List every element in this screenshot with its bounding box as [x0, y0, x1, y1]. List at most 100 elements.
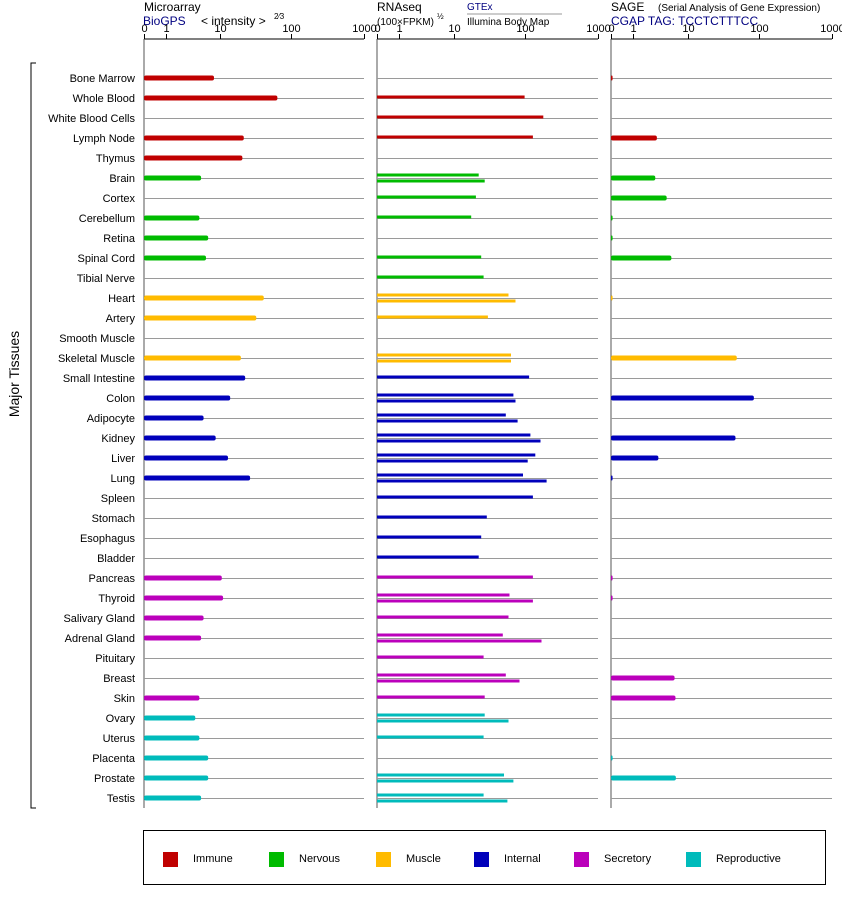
legend-swatch-reproductive: [686, 851, 701, 867]
rnaseq-bar-breast-1: [377, 673, 506, 677]
microarray-bar-placenta: [144, 755, 209, 761]
rnaseq-bar-salivary-gland: [377, 615, 509, 619]
sage-bar-spinal-cord: [611, 255, 672, 261]
sage-bar-colon: [611, 395, 754, 401]
sage-bar-placenta: [611, 755, 613, 761]
microarray-bar-ovary: [144, 715, 196, 721]
microarray-bar-adrenal-gland: [144, 635, 202, 641]
rnaseq-bar-small-intestine: [377, 375, 530, 379]
tissue-label-liver: Liver: [111, 453, 135, 465]
rnaseq-tick-label-1: 1: [396, 23, 402, 35]
rnaseq-bar-thyroid-1: [377, 593, 510, 597]
sage-title: SAGE: [611, 0, 644, 14]
legend-label-internal: Internal: [504, 853, 541, 865]
tissue-label-testis: Testis: [107, 793, 136, 805]
sage-bar-skin: [611, 695, 676, 701]
tissue-label-artery: Artery: [106, 313, 136, 325]
sage-tick-label-10: 10: [682, 23, 694, 35]
rnaseq-title: RNAseq: [377, 0, 422, 14]
major-tissues-label: Major Tissues: [6, 331, 22, 417]
legend-label-muscle: Muscle: [406, 853, 441, 865]
rnaseq-bar-brain-2: [377, 179, 485, 183]
rnaseq-bar-heart-2: [377, 299, 516, 303]
microarray-bar-heart: [144, 295, 264, 301]
rnaseq-bar-ovary-1: [377, 713, 485, 717]
legend-item-reproductive: Reproductive: [686, 850, 781, 868]
rnaseq-bar-skeletal-muscle-1: [377, 353, 511, 357]
microarray-bar-colon: [144, 395, 231, 401]
sage-bar-retina: [611, 235, 613, 241]
microarray-unit: < intensity >: [201, 14, 266, 28]
rnaseq-bar-brain-1: [377, 173, 479, 177]
microarray-bar-thyroid: [144, 595, 224, 601]
rnaseq-bar-whole-blood: [377, 95, 525, 99]
sage-bar-pancreas: [611, 575, 613, 581]
microarray-tick-label-1000: 1000: [352, 23, 376, 35]
legend-label-reproductive: Reproductive: [716, 853, 781, 865]
microarray-bar-small-intestine: [144, 375, 246, 381]
tissue-label-uterus: Uterus: [103, 733, 136, 745]
rnaseq-bar-esophagus: [377, 535, 482, 539]
rnaseq-bar-lymph-node: [377, 135, 533, 139]
rnaseq-bar-bladder: [377, 555, 479, 559]
tissue-label-smooth-muscle: Smooth Muscle: [59, 333, 135, 345]
legend-swatch-secretory: [574, 851, 589, 867]
tissue-label-small-intestine: Small Intestine: [63, 373, 135, 385]
tissue-label-kidney: Kidney: [101, 433, 135, 445]
legend-swatch-nervous: [269, 851, 284, 867]
tissue-label-colon: Colon: [106, 393, 135, 405]
sage-subtitle: (Serial Analysis of Gene Expression): [658, 3, 820, 14]
tissue-label-stomach: Stomach: [92, 513, 135, 525]
sage-tick-label-0: 0: [608, 23, 614, 35]
rnaseq-bar-artery: [377, 315, 488, 319]
rnaseq-bar-prostate-2: [377, 779, 514, 783]
legend-label-nervous: Nervous: [299, 853, 340, 865]
rnaseq-bar-thyroid-2: [377, 599, 533, 603]
biogps-link[interactable]: BioGPS: [143, 14, 186, 28]
microarray-bar-cerebellum: [144, 215, 200, 221]
sage-bar-liver: [611, 455, 659, 461]
rnaseq-bar-adrenal-gland-2: [377, 639, 542, 643]
microarray-bar-salivary-gland: [144, 615, 204, 621]
legend-item-immune: Immune: [163, 850, 233, 868]
rnaseq-bar-colon-2: [377, 399, 516, 403]
rnaseq-bar-liver-2: [377, 459, 528, 463]
sage-tick-label-1: 1: [630, 23, 636, 35]
microarray-bar-kidney: [144, 435, 216, 441]
microarray-bar-whole-blood: [144, 95, 278, 101]
microarray-tick-label-100: 100: [282, 23, 300, 35]
tissue-label-esophagus: Esophagus: [80, 533, 136, 545]
sage-bar-heart: [611, 295, 613, 301]
rnaseq-bar-skeletal-muscle-2: [377, 359, 511, 363]
tissue-label-skeletal-muscle: Skeletal Muscle: [58, 353, 135, 365]
rnaseq-bar-testis-1: [377, 793, 484, 797]
tissue-label-retina: Retina: [103, 233, 136, 245]
microarray-bar-adipocyte: [144, 415, 204, 421]
tissue-label-lymph-node: Lymph Node: [73, 133, 135, 145]
rnaseq-bar-spinal-cord: [377, 255, 482, 259]
rnaseq-unit: (100×FPKM): [377, 17, 434, 28]
sage-bar-skeletal-muscle: [611, 355, 737, 361]
rnaseq-bar-pancreas: [377, 575, 533, 579]
tissue-label-tibial-nerve: Tibial Nerve: [77, 273, 135, 285]
sage-bar-cerebellum: [611, 215, 613, 221]
rnaseq-bar-spleen: [377, 495, 533, 499]
legend-item-secretory: Secretory: [574, 850, 651, 868]
tissue-label-skin: Skin: [114, 693, 135, 705]
tissue-label-placenta: Placenta: [92, 753, 136, 765]
tissue-label-pancreas: Pancreas: [89, 573, 136, 585]
legend-item-nervous: Nervous: [269, 850, 340, 868]
gtex-link[interactable]: GTEx: [467, 2, 493, 13]
rnaseq-tick-label-100: 100: [516, 23, 534, 35]
sage-tag-link[interactable]: CGAP TAG: TCCTCTTTCC: [611, 14, 758, 28]
rnaseq-tick-label-1000: 1000: [586, 23, 610, 35]
legend-swatch-immune: [163, 851, 178, 867]
rnaseq-bar-cerebellum: [377, 215, 472, 219]
tissue-label-thymus: Thymus: [96, 153, 136, 165]
microarray-bar-skeletal-muscle: [144, 355, 241, 361]
rnaseq-bar-prostate-1: [377, 773, 504, 777]
tissue-label-pituitary: Pituitary: [95, 653, 135, 665]
sage-bar-breast: [611, 675, 675, 681]
microarray-bar-artery: [144, 315, 257, 321]
